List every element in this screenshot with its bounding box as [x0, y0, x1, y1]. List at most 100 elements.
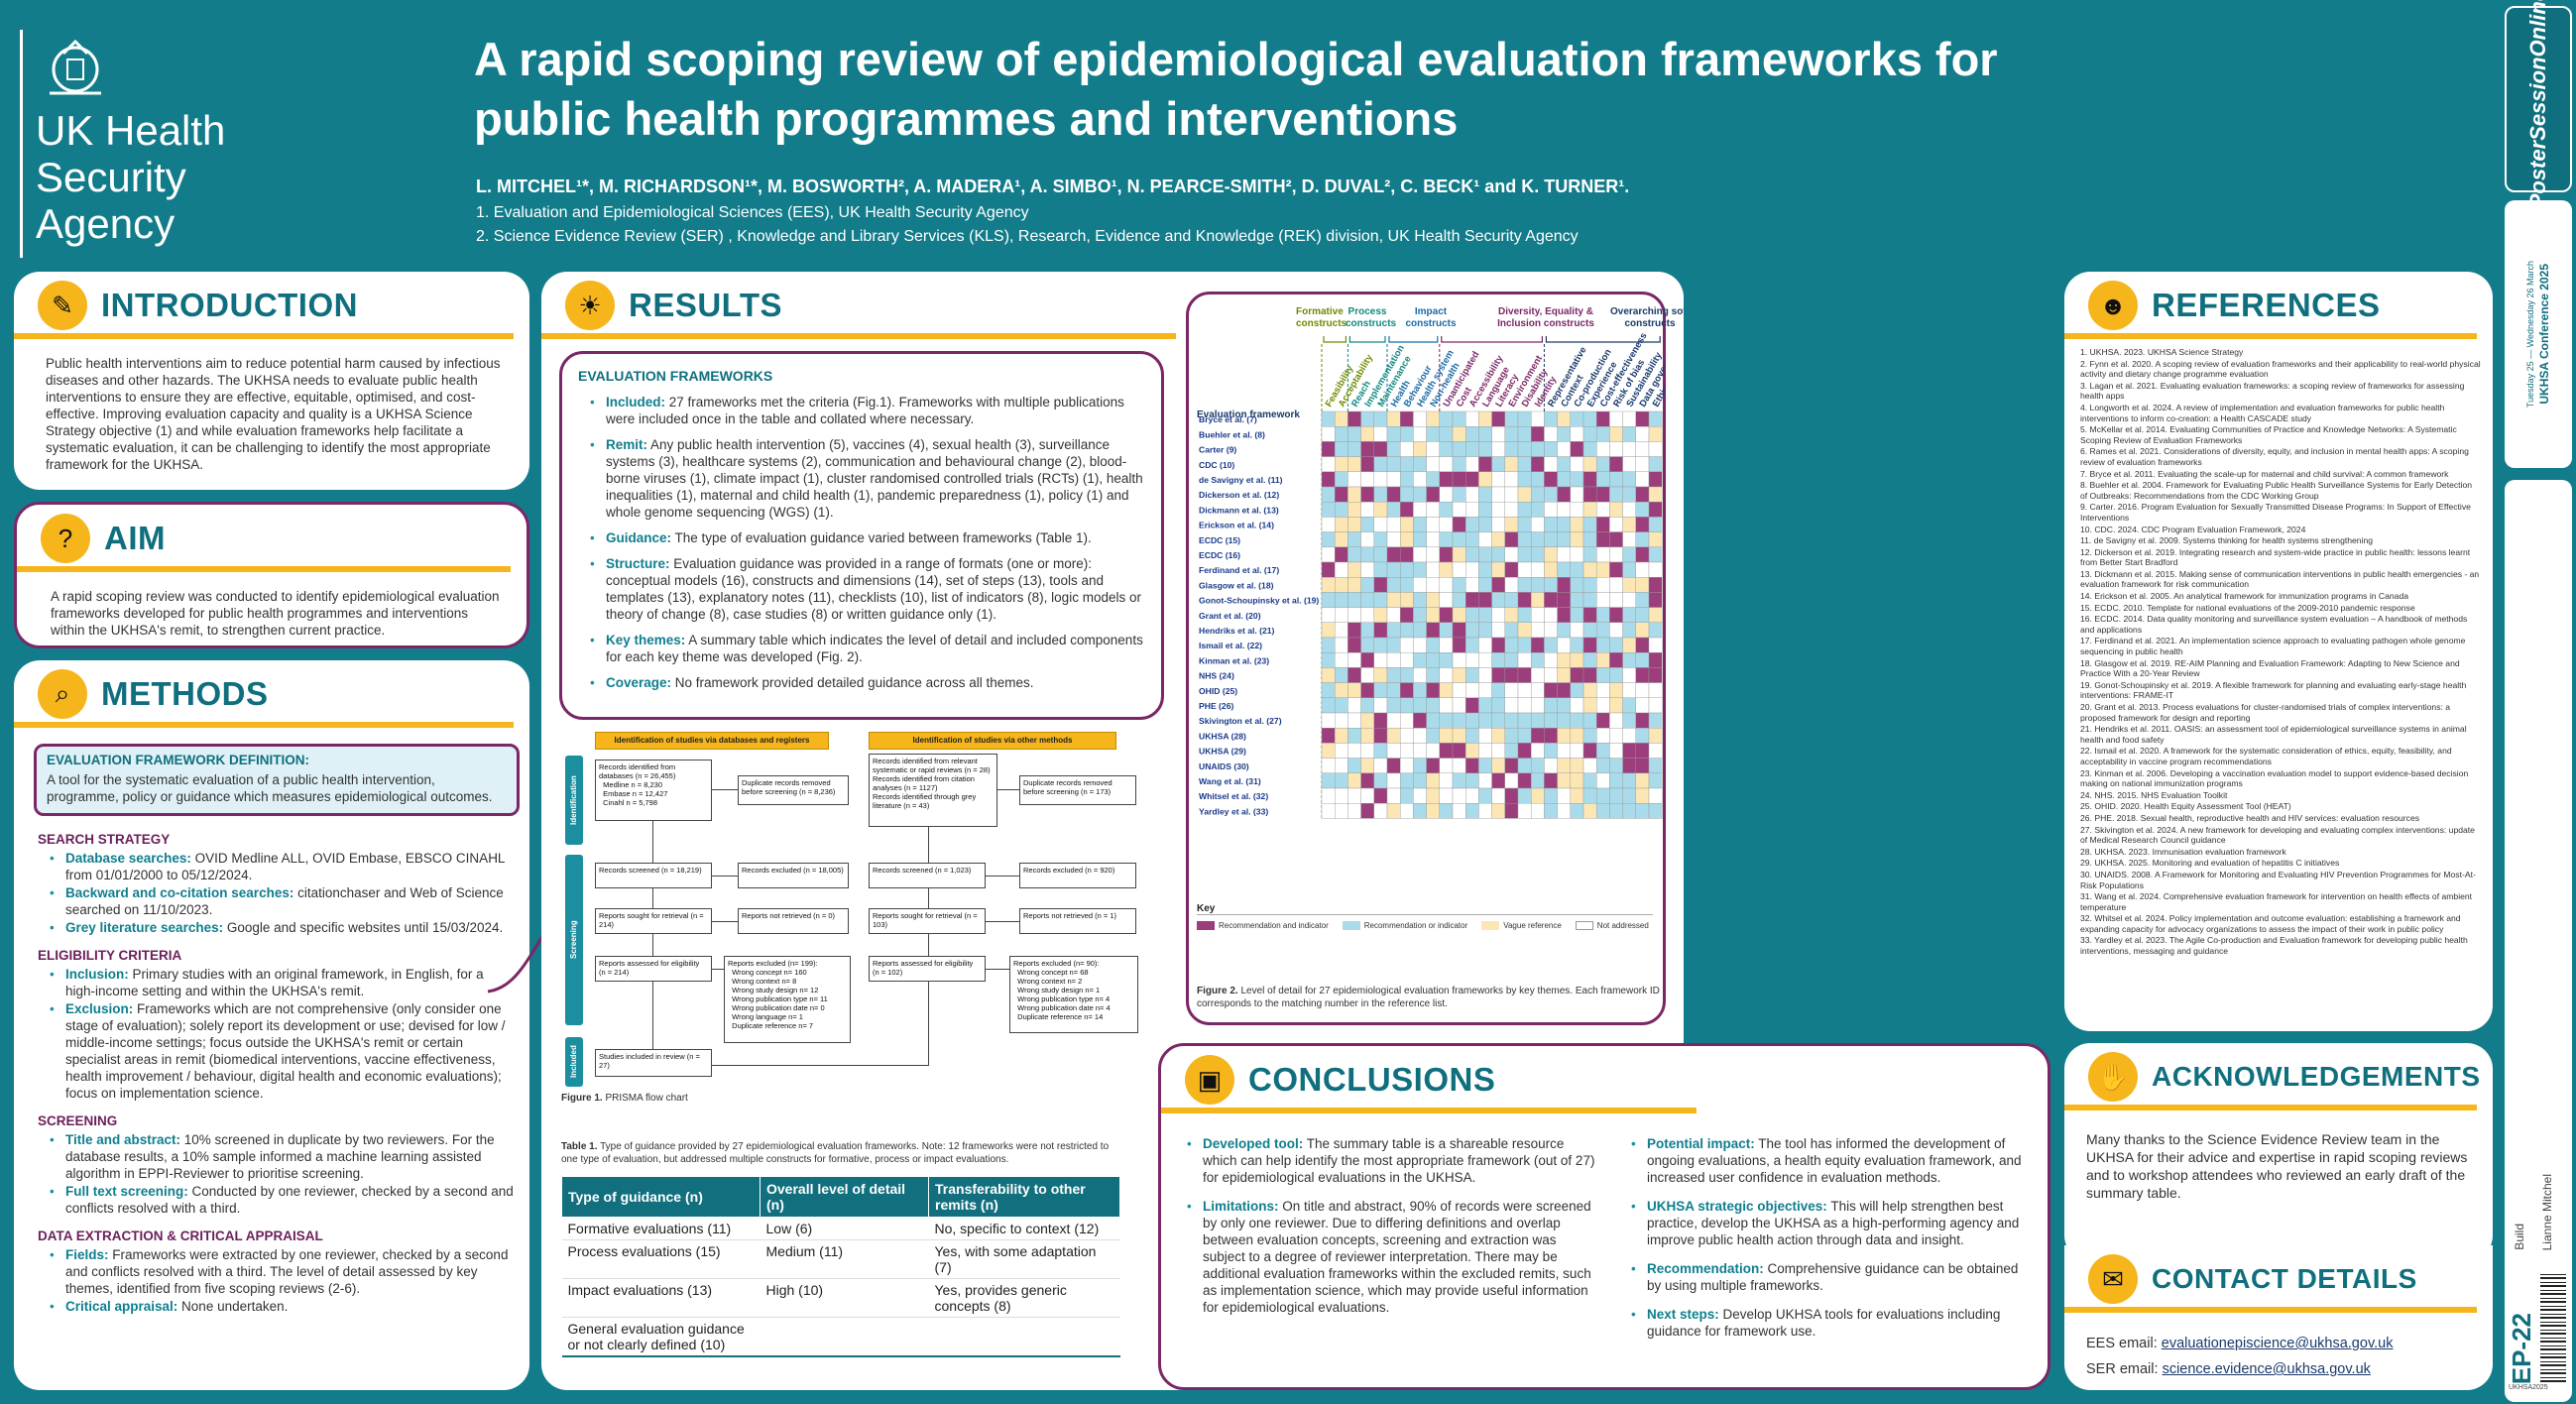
heatmap-cell	[1504, 712, 1519, 729]
reference-item[interactable]: 20. Grant et al. 2013. Process evaluatio…	[2080, 702, 2451, 723]
heatmap-cell	[1373, 803, 1388, 819]
heatmap-cell	[1635, 697, 1650, 714]
heatmap-cell	[1531, 486, 1545, 503]
screening-item: Full text screening: Conducted by one re…	[38, 1183, 516, 1217]
heatmap-cell	[1544, 546, 1558, 563]
reference-item[interactable]: 32. Whitsel et al. 2024. Policy implemen…	[2080, 913, 2461, 934]
heatmap-cell	[1596, 803, 1610, 819]
reference-item[interactable]: 6. Rames et al. 2021. Considerations of …	[2080, 446, 2469, 467]
heatmap-cell	[1426, 561, 1441, 578]
reference-item[interactable]: 26. PHE. 2018. Sexual health, reproducti…	[2080, 812, 2420, 823]
heatmap-cell	[1478, 622, 1492, 639]
heatmap-cell	[1465, 772, 1479, 789]
heatmap-cell	[1596, 425, 1610, 442]
heatmap-cell	[1544, 682, 1558, 699]
reference-item[interactable]: 4. Longworth et al. 2024. A review of im…	[2080, 402, 2445, 423]
heatmap-cell	[1544, 486, 1558, 503]
heatmap-cell	[1465, 561, 1479, 578]
heatmap-cell	[1622, 577, 1637, 593]
heatmap-cell	[1334, 712, 1348, 729]
reference-item[interactable]: 11. de Savigny et al. 2009. Systems thin…	[2080, 535, 2374, 546]
heatmap-cell	[1452, 531, 1466, 548]
heatmap-cell	[1399, 728, 1414, 744]
heatmap-cell	[1609, 682, 1623, 699]
reference-item[interactable]: 14. Erickson et al. 2005. An analytical …	[2080, 591, 2409, 602]
reference-item[interactable]: 1. UKHSA. 2023. UKHSA Science Strategy	[2080, 347, 2244, 357]
introduction-section: ✎ INTRODUCTION Public health intervention…	[14, 272, 529, 490]
heatmap-cell	[1399, 667, 1414, 683]
heatmap-cell	[1582, 772, 1597, 789]
screening-item: Title and abstract: 10% screened in dupl…	[38, 1131, 516, 1182]
heatmap-cell	[1439, 456, 1454, 473]
heatmap-cell	[1399, 517, 1414, 532]
heatmap-cell	[1504, 622, 1519, 639]
reference-item[interactable]: 18. Glasgow et al. 2019. RE-AIM Planning…	[2080, 657, 2460, 679]
heatmap-cell	[1531, 637, 1545, 653]
reference-item[interactable]: 3. Lagan et al. 2021. Evaluating evaluat…	[2080, 380, 2465, 402]
reference-item[interactable]: 31. Wang et al. 2024. Comprehensive eval…	[2080, 891, 2473, 912]
heatmap-cell	[1531, 501, 1545, 518]
heatmap-cell	[1544, 456, 1558, 473]
results-item: Remit: Any public health intervention (5…	[578, 436, 1145, 521]
conclusion-item: Next steps: Develop UKHSA tools for eval…	[1619, 1306, 2036, 1340]
heatmap-cell	[1531, 561, 1545, 578]
reference-item[interactable]: 17. Ferdinand et al. 2021. An implementa…	[2080, 636, 2466, 657]
heatmap-cell	[1426, 546, 1441, 563]
reference-item[interactable]: 19. Gonot-Schoupinsky et al. 2019. A fle…	[2080, 679, 2467, 701]
reference-item[interactable]: 21. Hendriks et al. 2011. OASIS: an asse…	[2080, 724, 2467, 745]
reference-item[interactable]: 33. Yardley et al. 2023. The Agile Co-pr…	[2080, 935, 2468, 957]
reference-item[interactable]: 9. Carter. 2016. Program Evaluation for …	[2080, 502, 2471, 523]
heatmap-cell	[1582, 682, 1597, 699]
heatmap-cell	[1609, 697, 1623, 714]
reference-item[interactable]: 5. McKellar et al. 2014. Evaluating Comm…	[2080, 424, 2457, 445]
heatmap-cell	[1452, 712, 1466, 729]
aim-section: ? AIM A rapid scoping review was conducte…	[14, 502, 529, 648]
reference-item[interactable]: 12. Dickerson et al. 2019. Integrating r…	[2080, 546, 2471, 568]
heatmap-cell	[1609, 501, 1623, 518]
reference-item[interactable]: 27. Skivington et al. 2024. A new framew…	[2080, 824, 2475, 846]
reference-item[interactable]: 7. Bryce et al. 2011. Evaluating the sca…	[2080, 468, 2449, 479]
heatmap-cell	[1439, 577, 1454, 593]
reference-item[interactable]: 23. Kinman et al. 2006. Developing a vac…	[2080, 767, 2469, 789]
heatmap-cell	[1321, 607, 1336, 624]
heatmap-cell	[1622, 425, 1637, 442]
heatmap-cell	[1609, 652, 1623, 668]
heatmap-cell	[1531, 728, 1545, 744]
reference-item[interactable]: 24. NHS. 2015. NHS Evaluation Toolkit	[2080, 789, 2228, 800]
heatmap-cell	[1635, 758, 1650, 774]
heatmap-cell	[1465, 667, 1479, 683]
ees-email-link[interactable]: evaluationepiscience@ukhsa.gov.uk	[2161, 1336, 2394, 1351]
heatmap-cell	[1452, 501, 1466, 518]
heatmap-cell	[1386, 622, 1401, 639]
reference-item[interactable]: 16. ECDC. 2014. Data quality monitoring …	[2080, 614, 2468, 635]
heatmap-cell	[1622, 471, 1637, 488]
heatmap-cell	[1399, 622, 1414, 639]
reference-item[interactable]: 30. UNAIDS. 2008. A Framework for Monito…	[2080, 869, 2476, 890]
heatmap-cell	[1373, 546, 1388, 563]
heatmap-cell	[1426, 712, 1441, 729]
reference-item[interactable]: 13. Dickmann et al. 2015. Making sense o…	[2080, 568, 2480, 590]
heatmap-cell	[1334, 561, 1348, 578]
reference-item[interactable]: 15. ECDC. 2010. Template for national ev…	[2080, 602, 2415, 613]
reference-item[interactable]: 28. UKHSA. 2023. Immunisation evaluation…	[2080, 846, 2286, 857]
heatmap-cell	[1465, 577, 1479, 593]
heatmap-cell	[1386, 637, 1401, 653]
heatmap-cell	[1609, 728, 1623, 744]
framework-label: Yardley et al. (33)	[1199, 806, 1268, 816]
reference-item[interactable]: 29. UKHSA. 2025. Monitoring and evaluati…	[2080, 858, 2340, 869]
ser-email-link[interactable]: science.evidence@ukhsa.gov.uk	[2162, 1361, 2371, 1377]
reference-item[interactable]: 25. OHID. 2020. Health Equity Assessment…	[2080, 801, 2291, 812]
prisma-box: Duplicate records removed before screeni…	[738, 775, 849, 805]
heatmap-cell	[1491, 441, 1506, 457]
build-label: Build	[2513, 1224, 2526, 1250]
reference-item[interactable]: 2. Fynn et al. 2020. A scoping review of…	[2080, 358, 2481, 380]
heatmap-cell	[1517, 531, 1532, 548]
heatmap-cell	[1582, 456, 1597, 473]
reference-item[interactable]: 10. CDC. 2024. CDC Program Evaluation Fr…	[2080, 524, 2306, 534]
heatmap-cell	[1517, 486, 1532, 503]
heatmap-cell	[1517, 697, 1532, 714]
reference-item[interactable]: 22. Ismail et al. 2020. A framework for …	[2080, 746, 2452, 766]
reference-item[interactable]: 8. Buehler et al. 2004. Framework for Ev…	[2080, 480, 2473, 501]
heatmap-cell	[1478, 517, 1492, 532]
heatmap-cell	[1648, 622, 1663, 639]
